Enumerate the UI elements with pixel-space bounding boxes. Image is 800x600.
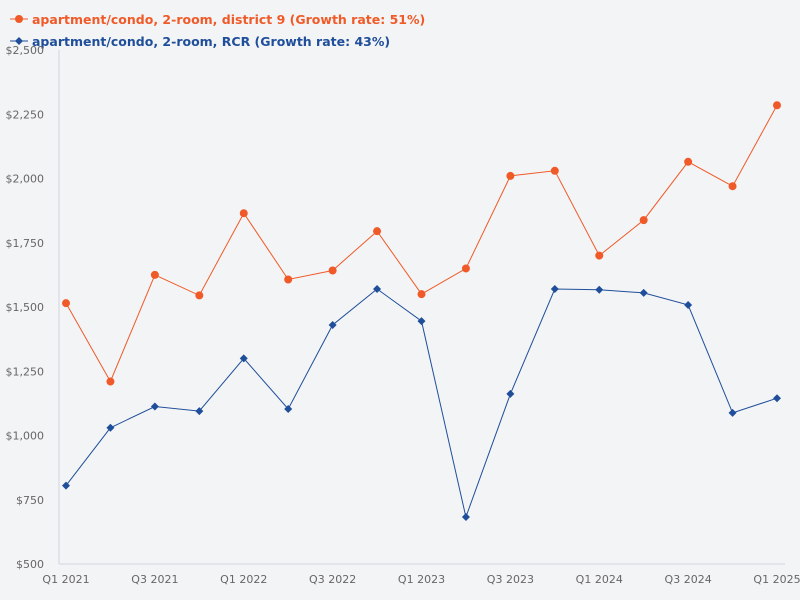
data-point-1-6: [328, 320, 337, 329]
data-point-1-5: [284, 405, 293, 414]
data-point-0-10: [506, 171, 515, 180]
x-tick-label: Q1 2025: [753, 573, 800, 586]
x-tick-label: Q1 2023: [398, 573, 445, 586]
data-point-1-12: [595, 285, 604, 294]
chart-legend: apartment/condo, 2-room, district 9 (Gro…: [10, 8, 425, 52]
data-point-1-2: [150, 402, 159, 411]
data-point-0-5: [284, 275, 293, 284]
data-point-1-9: [461, 512, 470, 521]
data-point-0-1: [106, 377, 115, 386]
y-tick-label: $750: [16, 494, 44, 507]
x-tick-label: Q1 2021: [42, 573, 89, 586]
data-point-0-12: [595, 251, 604, 260]
data-point-1-1: [106, 423, 115, 432]
data-point-1-7: [373, 285, 382, 294]
circle-marker-icon: [10, 15, 28, 23]
y-tick-label: $1,750: [6, 237, 45, 250]
data-point-0-9: [461, 264, 470, 273]
data-point-0-0: [62, 299, 70, 308]
series-line-0: [65, 105, 778, 383]
data-point-1-3: [195, 407, 204, 416]
x-tick-label: Q1 2022: [220, 573, 267, 586]
data-point-1-15: [728, 408, 737, 417]
data-point-0-15: [728, 182, 737, 191]
x-tick-label: Q3 2024: [665, 573, 712, 586]
data-point-1-13: [639, 288, 648, 297]
data-point-1-0: [62, 481, 70, 490]
data-point-0-8: [417, 290, 426, 299]
data-point-0-13: [639, 216, 648, 225]
data-point-0-14: [684, 157, 693, 166]
legend-item-district-9[interactable]: apartment/condo, 2-room, district 9 (Gro…: [10, 8, 425, 30]
data-point-0-11: [550, 166, 559, 175]
legend-label-rcr: apartment/condo, 2-room, RCR (Growth rat…: [32, 33, 391, 49]
data-point-1-11: [550, 285, 559, 294]
y-tick-label: $500: [16, 558, 44, 571]
y-tick-label: $2,000: [6, 173, 45, 186]
data-point-1-4: [239, 354, 248, 363]
y-tick-label: $2,250: [6, 108, 45, 121]
data-point-0-4: [239, 209, 248, 218]
y-tick-label: $1,250: [6, 365, 45, 378]
data-point-0-7: [373, 227, 382, 236]
data-point-0-6: [328, 266, 337, 275]
data-point-1-16: [773, 394, 781, 403]
diamond-marker-icon: [10, 37, 28, 45]
legend-label-district-9: apartment/condo, 2-room, district 9 (Gro…: [32, 11, 426, 27]
data-point-1-10: [506, 389, 515, 398]
x-tick-label: Q3 2021: [131, 573, 178, 586]
data-point-1-14: [684, 300, 693, 309]
x-tick-label: Q1 2024: [576, 573, 623, 586]
y-tick-label: $2,500: [6, 44, 45, 57]
data-point-1-8: [417, 317, 426, 326]
y-tick-label: $1,500: [6, 301, 45, 314]
data-point-0-16: [773, 101, 781, 110]
data-point-0-2: [150, 270, 159, 279]
x-tick-label: Q3 2022: [309, 573, 356, 586]
legend-item-rcr[interactable]: apartment/condo, 2-room, RCR (Growth rat…: [10, 30, 425, 52]
x-tick-label: Q3 2023: [487, 573, 534, 586]
data-point-0-3: [195, 291, 204, 300]
y-tick-label: $1,000: [6, 430, 45, 443]
